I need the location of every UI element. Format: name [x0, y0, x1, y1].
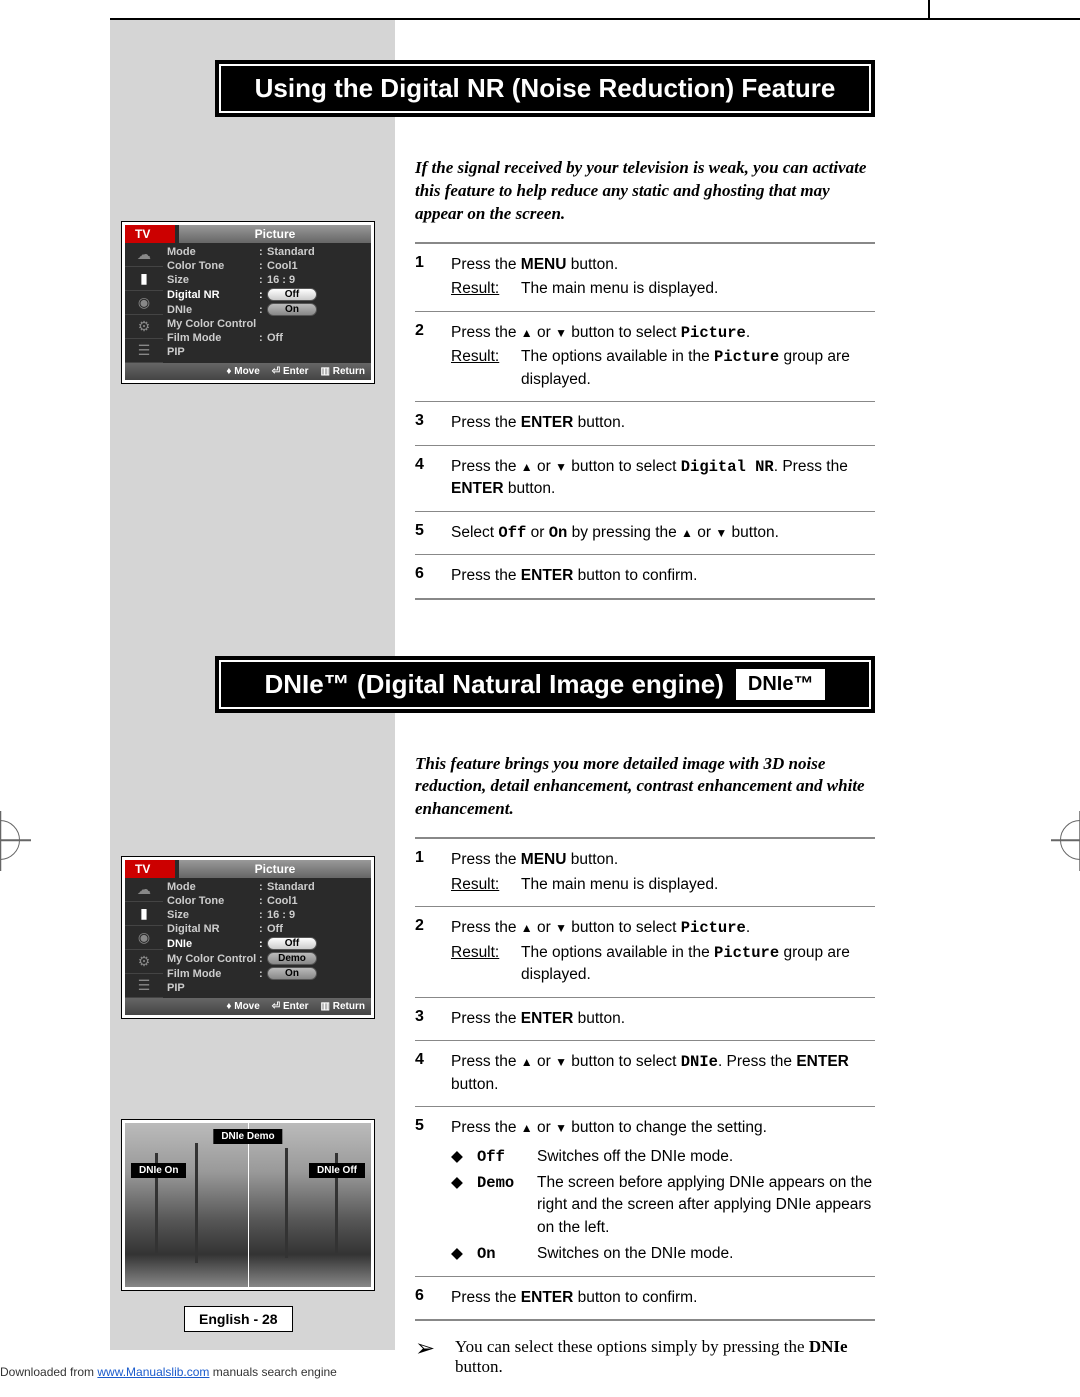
note: ➢ You can select these options simply by…: [415, 1337, 875, 1377]
steps-dnie: 1Press the MENU button.Result:The main m…: [415, 837, 875, 1321]
note-arrow-icon: ➢: [415, 1337, 455, 1377]
download-footer: Downloaded from www.Manualslib.com manua…: [0, 1365, 337, 1379]
osd-row: Film Mode:On: [167, 966, 367, 981]
osd-row: Film Mode:Off: [167, 331, 367, 345]
osd-row: My Color Control:Demo: [167, 951, 367, 966]
dnie-badge: DNIe™: [736, 669, 826, 700]
osd-row: PIP: [167, 345, 367, 359]
osd-row: Size:16 : 9: [167, 908, 367, 922]
page-number: English - 28: [184, 1306, 293, 1332]
result-label: Result:: [451, 278, 521, 300]
step-row: 3Press the ENTER button.: [415, 401, 875, 444]
intro-text-nr: If the signal received by your televisio…: [415, 157, 875, 226]
step-row: 3Press the ENTER button.: [415, 997, 875, 1040]
osd-screenshot-nr: TVPicture ☁▮◉⚙☰ Mode:StandardColor Tone:…: [122, 222, 374, 383]
top-rule-notch: [928, 0, 930, 20]
crop-mark-right: [1060, 820, 1080, 860]
osd-row: DNIe:Off: [167, 936, 367, 951]
osd-row: Mode:Standard: [167, 245, 367, 259]
osd-row: Mode:Standard: [167, 880, 367, 894]
step-row: 4Press the or button to select Digital N…: [415, 445, 875, 511]
osd-screenshot-dnie: TVPicture ☁▮◉⚙☰ Mode:StandardColor Tone:…: [122, 857, 374, 1018]
osd-icon-strip: ☁▮◉⚙☰: [125, 243, 163, 363]
step-row: 6Press the ENTER button to confirm.: [415, 1276, 875, 1321]
osd-row: PIP: [167, 981, 367, 995]
osd-row: Size:16 : 9: [167, 273, 367, 287]
step-row: 6Press the ENTER button to confirm.: [415, 554, 875, 599]
section-title-dnie: DNIe™ (Digital Natural Image engine) DNI…: [215, 656, 875, 713]
step-row: 2Press the or button to select Picture.R…: [415, 311, 875, 401]
step-row: 1Press the MENU button.Result:The main m…: [415, 837, 875, 906]
osd-row: My Color Control: [167, 317, 367, 331]
manualslib-link[interactable]: www.Manualslib.com: [97, 1365, 209, 1379]
step-row: 1Press the MENU button.Result:The main m…: [415, 242, 875, 311]
dnie-demo-screenshot: DNIe Demo DNIe On DNIe Off: [122, 1120, 374, 1290]
step-row: 4Press the or button to select DNIe. Pre…: [415, 1040, 875, 1106]
osd-row: Color Tone:Cool1: [167, 259, 367, 273]
osd-row: Digital NR:Off: [167, 287, 367, 302]
osd-row: Color Tone:Cool1: [167, 894, 367, 908]
step-row: 5Press the or button to change the setti…: [415, 1106, 875, 1276]
down-icon: [555, 325, 567, 342]
step-row: 2Press the or button to select Picture.R…: [415, 906, 875, 996]
crop-mark-left: [0, 820, 20, 860]
steps-nr: 1Press the MENU button.Result:The main m…: [415, 242, 875, 600]
up-icon: [521, 325, 533, 342]
intro-text-dnie: This feature brings you more detailed im…: [415, 753, 875, 822]
step-row: 5Select Off or On by pressing the or but…: [415, 511, 875, 554]
osd-row: Digital NR:Off: [167, 922, 367, 936]
osd-row: DNIe:On: [167, 302, 367, 317]
section-title-nr: Using the Digital NR (Noise Reduction) F…: [215, 60, 875, 117]
